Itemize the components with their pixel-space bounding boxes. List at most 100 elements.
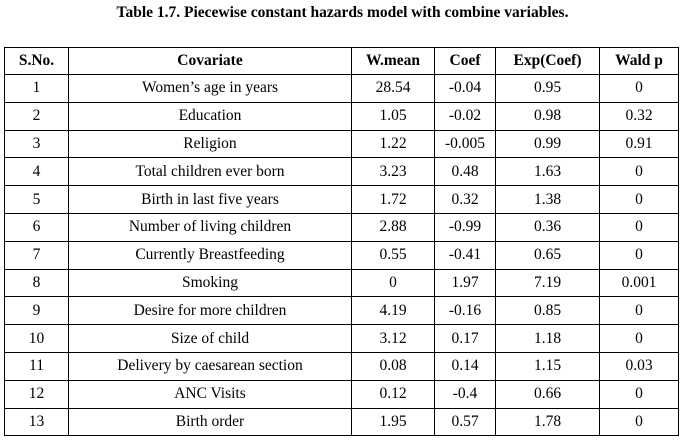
cell-sno: 10 [4,324,69,353]
header-sno: S.No. [4,47,69,75]
cell-sno: 1 [4,74,69,103]
cell-waldp: 0 [599,157,679,187]
cell-waldp: 0 [599,379,679,409]
cell-covariate: ANC Visits [68,379,352,409]
cell-waldp: 0.03 [599,351,679,381]
table-row: 10 Size of child 3.12 0.17 1.18 0 [4,324,679,353]
cell-covariate: Total children ever born [68,157,352,187]
cell-sno: 9 [4,296,69,326]
cell-coef: -0.005 [434,129,496,159]
cell-waldp: 0 [599,240,679,270]
header-covariate: Covariate [68,47,352,75]
table-row: 4 Total children ever born 3.23 0.48 1.63 0 [4,157,679,187]
table-row: 11 Delivery by caesarean section 0.08 0.14 1… [4,351,679,381]
header-expcoef: Exp(Coef) [495,47,600,75]
table-row: 2 Education 1.05 -0.02 0.98 0.32 [4,101,679,131]
cell-coef: -0.16 [434,296,496,326]
cell-expcoef: 1.38 [495,185,600,214]
cell-expcoef: 0.36 [495,212,600,242]
cell-waldp: 0 [599,324,679,353]
cell-waldp: 0.001 [599,268,679,298]
cell-sno: 6 [4,212,69,242]
cell-coef: 0.32 [434,185,496,214]
table-row: 1 Women’s age in years 28.54 -0.04 0.95 0 [4,74,679,103]
cell-coef: 0.57 [434,407,496,437]
cell-expcoef: 0.65 [495,240,600,270]
cell-waldp: 0 [599,185,679,214]
cell-coef: -0.4 [434,379,496,409]
cell-sno: 7 [4,240,69,270]
cell-covariate: Birth in last five years [68,185,352,214]
cell-expcoef: 1.63 [495,157,600,187]
cell-sno: 11 [4,351,69,381]
cell-expcoef: 7.19 [495,268,600,298]
cell-coef: 0.17 [434,324,496,353]
cell-expcoef: 1.18 [495,324,600,353]
cell-sno: 8 [4,268,69,298]
cell-expcoef: 0.85 [495,296,600,326]
cell-sno: 4 [4,157,69,187]
cell-expcoef: 1.15 [495,351,600,381]
cell-sno: 13 [4,407,69,437]
cell-wmean: 4.19 [351,296,435,326]
cell-wmean: 1.72 [351,185,435,214]
cell-sno: 12 [4,379,69,409]
cell-sno: 3 [4,129,69,159]
cell-covariate: Desire for more children [68,296,352,326]
cell-sno: 5 [4,185,69,214]
table-row: 9 Desire for more children 4.19 -0.16 0.85 0 [4,296,679,326]
table-row: 13 Birth order 1.95 0.57 1.78 0 [4,407,679,437]
table-row: 7 Currently Breastfeeding 0.55 -0.41 0.65 0 [4,240,679,270]
cell-wmean: 0.08 [351,351,435,381]
cell-wmean: 3.23 [351,157,435,187]
cell-waldp: 0 [599,74,679,103]
cell-waldp: 0 [599,212,679,242]
cell-wmean: 2.88 [351,212,435,242]
cell-waldp: 0 [599,407,679,437]
header-coef: Coef [434,47,496,75]
table-row: 6 Number of living children 2.88 -0.99 0.36 0 [4,212,679,242]
header-row: S.No. Covariate W.mean Coef Exp(Coef) Wa… [4,47,679,75]
cell-wmean: 0.12 [351,379,435,409]
cell-covariate: Delivery by caesarean section [68,351,352,381]
cell-coef: 1.97 [434,268,496,298]
cell-wmean: 0 [351,268,435,298]
cell-expcoef: 0.95 [495,74,600,103]
table-caption: Table 1.7. Piecewise constant hazards mo… [116,4,569,21]
cell-wmean: 1.95 [351,407,435,437]
table-row: 3 Religion 1.22 -0.005 0.99 0.91 [4,129,679,159]
cell-coef: -0.41 [434,240,496,270]
cell-covariate: Birth order [68,407,352,437]
cell-coef: -0.02 [434,101,496,131]
cell-wmean: 28.54 [351,74,435,103]
cell-waldp: 0 [599,296,679,326]
cell-wmean: 1.22 [351,129,435,159]
cell-waldp: 0.32 [599,101,679,131]
cell-expcoef: 0.98 [495,101,600,131]
cell-covariate: Education [68,101,352,131]
cell-sno: 2 [4,101,69,131]
cell-covariate: Women’s age in years [68,74,352,103]
cell-waldp: 0.91 [599,129,679,159]
cell-covariate: Religion [68,129,352,159]
cell-wmean: 0.55 [351,240,435,270]
table-row: 5 Birth in last five years 1.72 0.32 1.38 0 [4,185,679,214]
hazards-table: S.No. Covariate W.mean Coef Exp(Coef) Wa… [4,47,679,437]
header-waldp: Wald p [599,47,679,75]
cell-covariate: Currently Breastfeeding [68,240,352,270]
cell-coef: -0.04 [434,74,496,103]
table-row: 8 Smoking 0 1.97 7.19 0.001 [4,268,679,298]
cell-coef: -0.99 [434,212,496,242]
cell-covariate: Size of child [68,324,352,353]
cell-expcoef: 0.66 [495,379,600,409]
cell-coef: 0.14 [434,351,496,381]
header-wmean: W.mean [351,47,435,75]
cell-expcoef: 1.78 [495,407,600,437]
cell-coef: 0.48 [434,157,496,187]
table-row: 12 ANC Visits 0.12 -0.4 0.66 0 [4,379,679,409]
cell-covariate: Smoking [68,268,352,298]
cell-wmean: 3.12 [351,324,435,353]
cell-wmean: 1.05 [351,101,435,131]
cell-expcoef: 0.99 [495,129,600,159]
table-body: 1 Women’s age in years 28.54 -0.04 0.95 0 2 Edu… [4,74,679,437]
